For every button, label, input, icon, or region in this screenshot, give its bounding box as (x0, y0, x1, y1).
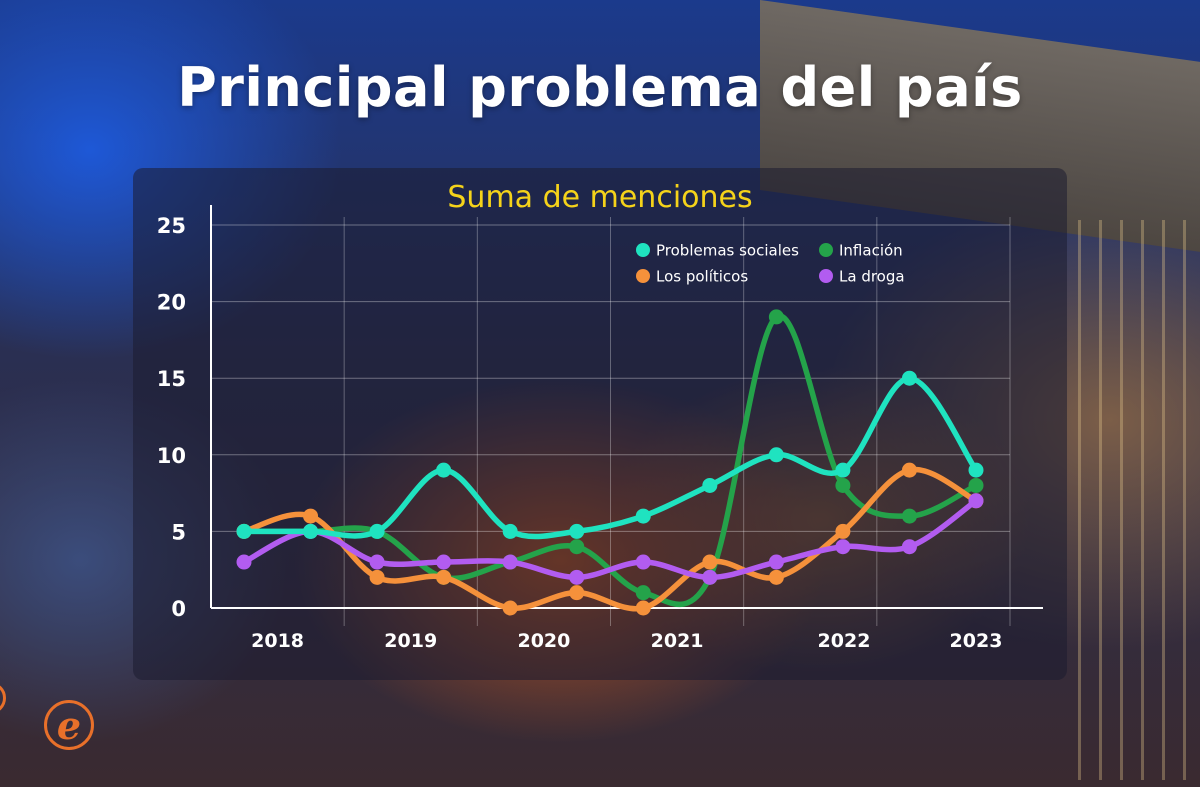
data-point (236, 554, 252, 570)
chart-subtitle: Suma de menciones (447, 180, 753, 215)
chart-panel (133, 168, 1067, 680)
y-tick-label: 15 (157, 367, 186, 391)
data-point (635, 554, 651, 570)
data-point (635, 508, 651, 524)
data-point (702, 569, 718, 585)
data-point (303, 508, 319, 524)
data-point (369, 569, 385, 585)
data-point (768, 569, 784, 585)
data-point (569, 569, 585, 585)
y-tick-label: 20 (157, 291, 186, 315)
chart-series (236, 309, 984, 616)
brand-logo-icon: e (44, 700, 94, 750)
page-title: Principal problema del país (177, 56, 1023, 119)
data-point (436, 462, 452, 478)
x-tick-label: 2019 (384, 630, 437, 652)
data-point (968, 493, 984, 509)
data-point (569, 539, 585, 555)
data-point (901, 370, 917, 386)
chart-axes (210, 205, 1043, 609)
data-point (835, 477, 851, 493)
legend-marker (636, 269, 650, 283)
data-point (768, 447, 784, 463)
data-point (835, 539, 851, 555)
background-cart (1060, 220, 1200, 780)
x-tick-label: 2022 (818, 630, 871, 652)
data-point (901, 462, 917, 478)
data-point (702, 477, 718, 493)
data-point (968, 462, 984, 478)
data-point (569, 523, 585, 539)
data-point (901, 539, 917, 555)
x-tick-label: 2020 (517, 630, 570, 652)
legend-label: La droga (839, 268, 905, 286)
series-la-droga (236, 493, 984, 585)
y-axis-ticks: 0 5 10 15 20 25 (157, 214, 186, 621)
legend-label: Inflación (839, 242, 903, 260)
data-point (901, 508, 917, 524)
legend-marker (636, 243, 650, 257)
series-line (241, 466, 979, 612)
data-point (502, 600, 518, 616)
data-point (968, 477, 984, 493)
legend-label: Los políticos (656, 268, 748, 286)
data-point (635, 600, 651, 616)
y-tick-label: 0 (171, 597, 186, 621)
data-point (835, 523, 851, 539)
y-tick-label: 25 (157, 214, 186, 238)
data-point (768, 554, 784, 570)
data-point (303, 523, 319, 539)
data-point (436, 569, 452, 585)
x-axis-ticks: 2018 2019 2020 2021 2022 2023 (251, 630, 1002, 652)
x-tick-label: 2021 (651, 630, 704, 652)
data-point (835, 462, 851, 478)
data-point (436, 554, 452, 570)
legend-marker (819, 269, 833, 283)
data-point (502, 554, 518, 570)
data-point (369, 554, 385, 570)
x-tick-label: 2018 (251, 630, 304, 652)
y-tick-label: 5 (171, 520, 186, 544)
data-point (369, 523, 385, 539)
data-point (768, 309, 784, 325)
chart-legend: Problemas sociales Inflación Los políticos… (636, 242, 905, 286)
data-point (569, 585, 585, 601)
x-tick-label: 2023 (950, 630, 1003, 652)
series-problemas-sociales (236, 370, 984, 540)
data-point (702, 554, 718, 570)
legend-label: Problemas sociales (656, 242, 799, 260)
data-point (635, 585, 651, 601)
data-point (502, 523, 518, 539)
legend-marker (819, 243, 833, 257)
y-tick-label: 10 (157, 444, 186, 468)
data-point (236, 523, 252, 539)
